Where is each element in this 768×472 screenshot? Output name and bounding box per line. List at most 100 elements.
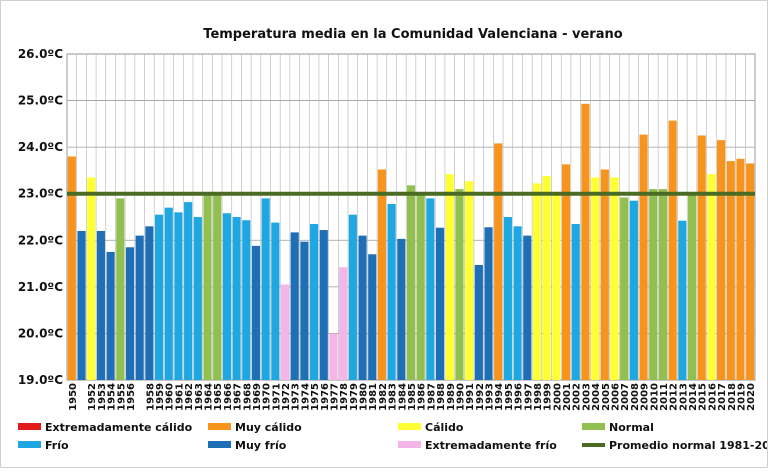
x-tick-label: 1956 — [126, 383, 137, 411]
x-tick-label: 1972 — [281, 383, 292, 411]
bar-2013 — [678, 220, 687, 380]
x-tick-label: 1984 — [397, 383, 408, 411]
bar-1999 — [542, 176, 551, 380]
legend-label: Muy frío — [235, 439, 287, 452]
legend-label: Promedio normal 1981-2010 — [609, 439, 767, 452]
bar-1983 — [387, 203, 396, 380]
bar-1980 — [358, 235, 367, 380]
plot-area: 19.0ºC 20.0ºC 21.0ºC 22.0ºC 23.0ºC 24.0ºC 25.0… — [18, 47, 757, 411]
x-tick-label: 1968 — [242, 383, 253, 411]
bar-1951 — [77, 230, 86, 380]
x-tick-label: 1955 — [116, 383, 127, 411]
x-tick-label: 1959 — [155, 383, 166, 411]
bar-1977 — [329, 333, 338, 380]
x-tick-label: 2006 — [610, 383, 621, 411]
bar-1997 — [523, 235, 532, 380]
x-tick-label: 1991 — [465, 383, 476, 411]
x-tick-label: 1998 — [533, 383, 544, 411]
bar-2017 — [717, 140, 726, 380]
x-tick-label: 1966 — [223, 383, 234, 411]
bar-2006 — [610, 177, 619, 380]
bar-2004 — [591, 177, 600, 380]
x-tick-label: 1969 — [252, 383, 263, 411]
bar-2014 — [687, 193, 697, 380]
bar-1982 — [377, 169, 386, 380]
bar-1962 — [184, 202, 193, 380]
bar-1994 — [494, 143, 503, 380]
legend-label: Muy cálido — [235, 421, 302, 434]
bar-1974 — [300, 241, 309, 380]
bar-2015 — [697, 135, 706, 380]
x-tick-label: 1999 — [543, 383, 554, 411]
x-tick-label: 1981 — [368, 383, 379, 411]
bar-2019 — [736, 158, 745, 380]
y-tick-label: 20.0ºC — [18, 326, 63, 340]
x-tick-label: 2014 — [688, 383, 699, 411]
bar-1998 — [532, 183, 542, 380]
x-tick-label: 2000 — [552, 383, 563, 411]
y-tick-label: 19.0ºC — [18, 373, 63, 387]
bar-2008 — [629, 200, 638, 380]
x-tick-label: 1983 — [388, 383, 399, 411]
legend-swatch-3 — [582, 423, 605, 430]
x-tick-label: 1976 — [320, 383, 331, 411]
bar-2009 — [639, 134, 648, 380]
bar-1961 — [174, 212, 183, 380]
y-tick-label: 26.0ºC — [18, 47, 63, 61]
x-tick-label: 2013 — [678, 383, 689, 411]
bar-2000 — [552, 193, 561, 380]
x-tick-label: 1958 — [145, 383, 156, 411]
x-tick-label: 2011 — [659, 383, 670, 411]
x-tick-label: 2016 — [707, 383, 718, 411]
x-tick-label: 1963 — [194, 383, 205, 411]
bar-1978 — [339, 267, 348, 380]
bar-1991 — [465, 181, 474, 380]
bar-2010 — [649, 189, 658, 380]
bar-1996 — [513, 226, 522, 380]
x-tick-label: 2019 — [736, 383, 747, 411]
legend-label: Extremadamente frío — [425, 439, 557, 452]
bar-1975 — [310, 223, 319, 380]
x-tick-label: 1970 — [262, 383, 273, 411]
legend-label: Extremadamente cálido — [45, 421, 193, 434]
legend-swatch-5 — [208, 441, 231, 448]
x-tick-label: 1988 — [436, 383, 447, 411]
bar-1984 — [397, 238, 406, 380]
bar-1971 — [271, 222, 280, 380]
bar-1989 — [445, 174, 454, 380]
legend-swatch-2 — [398, 423, 421, 430]
x-tick-label: 1965 — [213, 383, 224, 411]
bar-2005 — [600, 169, 609, 380]
bar-1967 — [232, 217, 241, 380]
bar-1979 — [348, 214, 357, 380]
x-tick-label: 1971 — [271, 383, 282, 411]
x-tick-label: 2002 — [572, 383, 583, 411]
bar-1968 — [242, 220, 251, 380]
bar-1992 — [474, 264, 483, 380]
bar-1960 — [164, 207, 173, 380]
bar-2003 — [581, 103, 590, 381]
x-tick-label: 2005 — [601, 383, 612, 411]
bar-1963 — [193, 217, 202, 380]
x-tick-label: 1996 — [514, 383, 525, 411]
bar-1965 — [213, 193, 222, 380]
chart-title: Temperatura media en la Comunidad Valenc… — [203, 27, 622, 42]
x-tick-label: 2012 — [669, 383, 680, 411]
bar-2018 — [726, 161, 735, 380]
legend-label: Normal — [609, 421, 654, 434]
bar-2016 — [707, 174, 716, 380]
bar-1970 — [261, 198, 270, 380]
x-tick-label: 1993 — [485, 383, 496, 411]
x-tick-label: 1997 — [523, 383, 534, 411]
x-tick-label: 2010 — [649, 383, 660, 411]
x-tick-label: 2020 — [746, 383, 757, 411]
x-tick-label: 2015 — [698, 383, 709, 411]
x-tick-label: 2004 — [591, 383, 602, 411]
x-tick-label: 1989 — [446, 383, 457, 411]
y-tick-label: 22.0ºC — [18, 233, 63, 247]
bar-2011 — [658, 189, 668, 380]
x-tick-label: 1982 — [378, 383, 389, 411]
bar-1957 — [135, 235, 144, 380]
bar-1953 — [96, 230, 105, 380]
